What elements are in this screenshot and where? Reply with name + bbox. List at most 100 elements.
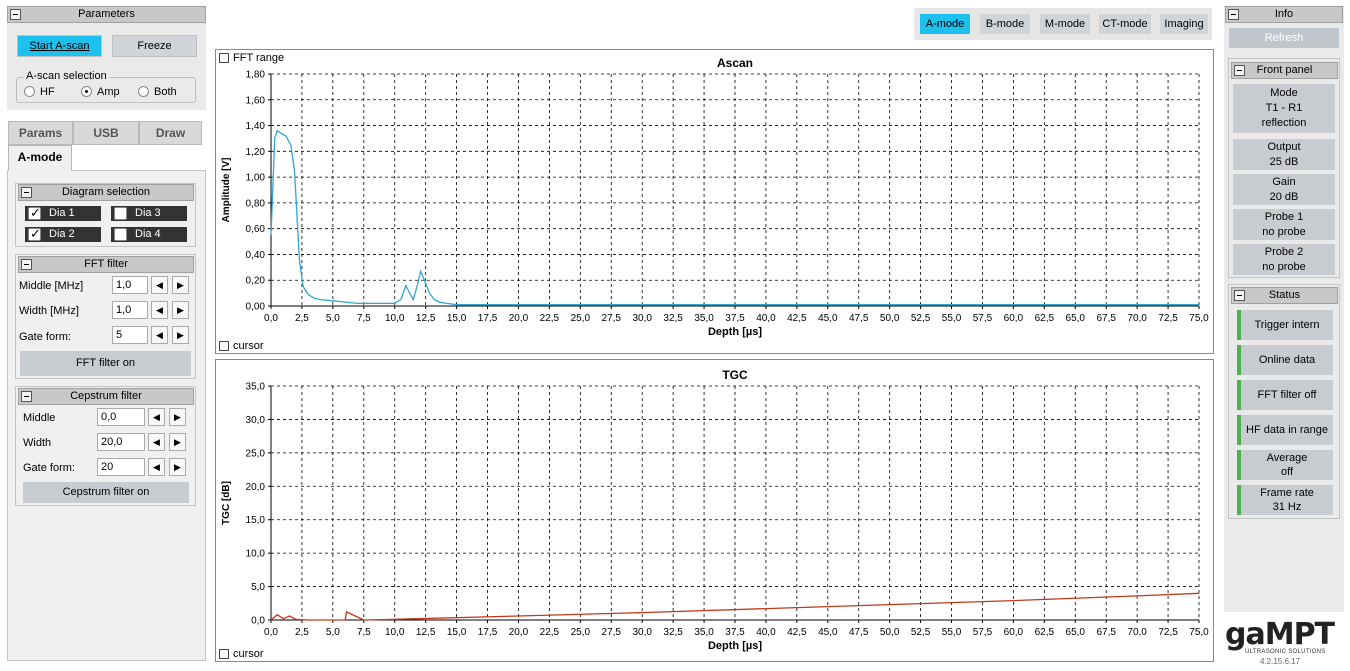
- collapse-icon[interactable]: [21, 187, 32, 198]
- fft-gate-label: Gate form:: [19, 331, 71, 343]
- radio-amp[interactable]: [81, 86, 92, 97]
- collapse-icon[interactable]: [1234, 290, 1245, 301]
- tab-draw[interactable]: Draw: [139, 121, 202, 145]
- cep-middle-label: Middle: [23, 412, 56, 424]
- dia-4-toggle[interactable]: Dia 4: [111, 227, 187, 242]
- decrement-arrow-icon[interactable]: ◀: [151, 301, 168, 319]
- collapse-icon[interactable]: [1228, 9, 1239, 20]
- increment-arrow-icon[interactable]: ▶: [172, 301, 189, 319]
- fft-width-input[interactable]: 1,0: [112, 301, 148, 319]
- ascan-xtick-label: 27,5: [602, 313, 622, 324]
- tgc-xtick-label: 10,0: [385, 627, 405, 638]
- fft-gate-input[interactable]: 5: [112, 326, 148, 344]
- ascan-ytick-label: 0,80: [246, 198, 266, 209]
- fft-middle-input[interactable]: 1,0: [112, 276, 148, 294]
- checkbox-icon: [28, 205, 41, 220]
- cepstrum-filter-header[interactable]: Cepstrum filter: [18, 388, 194, 405]
- decrement-arrow-icon[interactable]: ◀: [148, 408, 165, 426]
- logo-text: gaMPT: [1225, 617, 1335, 652]
- fft-filter-button[interactable]: FFT filter on: [20, 351, 191, 376]
- tgc-xtick-label: 22,5: [540, 627, 560, 638]
- freeze-button[interactable]: Freeze: [112, 35, 197, 57]
- dia-1-toggle[interactable]: Dia 1: [25, 205, 101, 221]
- increment-arrow-icon[interactable]: ▶: [169, 408, 186, 426]
- tab-usb[interactable]: USB: [73, 121, 139, 145]
- cep-gate-input[interactable]: 20: [97, 458, 145, 476]
- collapse-icon[interactable]: [10, 9, 21, 20]
- mode-imaging-button[interactable]: Imaging: [1160, 14, 1208, 34]
- tgc-xtick-label: 67,5: [1096, 627, 1116, 638]
- dia-2-toggle[interactable]: Dia 2: [25, 226, 101, 242]
- ascan-series-line: [270, 129, 1199, 306]
- ascan-ytick-label: 1,20: [246, 147, 266, 158]
- dia-3-toggle[interactable]: Dia 3: [111, 206, 187, 221]
- ascan-xtick-label: 32,5: [663, 313, 683, 324]
- ascan-cursor-checkbox[interactable]: [219, 341, 229, 351]
- tgc-xtick-label: 15,0: [447, 627, 467, 638]
- tgc-xtick-label: 57,5: [973, 627, 993, 638]
- gain-info: Gain 20 dB: [1233, 174, 1335, 205]
- status-online: Online data: [1237, 345, 1333, 375]
- status-frame-rate: Frame rate 31 Hz: [1237, 485, 1333, 515]
- ascan-ytick-label: 0,00: [246, 302, 266, 313]
- ascan-xtick-label: 57,5: [973, 313, 993, 324]
- tab-amode[interactable]: A-mode: [8, 145, 72, 171]
- radio-both[interactable]: [138, 86, 149, 97]
- mode-b-button[interactable]: B-mode: [980, 14, 1030, 34]
- increment-arrow-icon[interactable]: ▶: [169, 458, 186, 476]
- decrement-arrow-icon[interactable]: ◀: [148, 458, 165, 476]
- tab-params[interactable]: Params: [8, 121, 73, 145]
- decrement-arrow-icon[interactable]: ◀: [151, 326, 168, 344]
- cepstrum-filter-button[interactable]: Cepstrum filter on: [23, 482, 189, 503]
- tgc-plot-frame: [215, 359, 1214, 662]
- fft-filter-header[interactable]: FFT filter: [18, 256, 194, 273]
- ascan-xtick-label: 25,0: [571, 313, 591, 324]
- checkbox-icon: [28, 226, 41, 241]
- increment-arrow-icon[interactable]: ▶: [172, 276, 189, 294]
- tgc-ytick-label: 5,0: [251, 582, 265, 593]
- ascan-cursor-label: cursor: [233, 340, 264, 352]
- increment-arrow-icon[interactable]: ▶: [169, 433, 186, 451]
- tgc-cursor-label: cursor: [233, 648, 264, 660]
- radio-hf[interactable]: [24, 86, 35, 97]
- version-label: 4.2.15.6.17: [1260, 657, 1301, 666]
- start-ascan-button[interactable]: Start A-scan: [17, 35, 102, 57]
- cep-width-input[interactable]: 20,0: [97, 433, 145, 451]
- refresh-button[interactable]: Refresh: [1229, 28, 1339, 48]
- ascan-chart[interactable]: Ascan 0,0 2,5 5,0 7,5 10,0 12,5 15,0 17,5 20,0 22,…: [216, 50, 1213, 353]
- tgc-xtick-label: 70,0: [1127, 627, 1147, 638]
- decrement-arrow-icon[interactable]: ◀: [148, 433, 165, 451]
- tgc-xtick-label: 0,0: [264, 627, 278, 638]
- radio-hf-label: HF: [40, 86, 55, 98]
- tgc-xtick-label: 7,5: [357, 627, 371, 638]
- decrement-arrow-icon[interactable]: ◀: [151, 276, 168, 294]
- ascan-ytick-label: 1,60: [246, 95, 266, 106]
- increment-arrow-icon[interactable]: ▶: [172, 326, 189, 344]
- logo-subtitle: ULTRASONIC SOLUTIONS: [1245, 649, 1326, 655]
- tgc-ytick-label: 10,0: [246, 549, 266, 560]
- diagram-selection-panel: [15, 183, 196, 247]
- mode-ct-button[interactable]: CT-mode: [1099, 14, 1151, 34]
- collapse-icon[interactable]: [21, 391, 32, 402]
- tgc-ylabel: TGC [dB]: [221, 481, 232, 525]
- parameters-header[interactable]: Parameters: [7, 6, 206, 23]
- cep-gate-label: Gate form:: [23, 462, 75, 474]
- cep-middle-input[interactable]: 0,0: [97, 408, 145, 426]
- mode-a-button[interactable]: A-mode: [920, 14, 970, 34]
- status-fft: FFT filter off: [1237, 380, 1333, 410]
- info-header[interactable]: Info: [1225, 6, 1343, 23]
- tgc-xtick-label: 25,0: [571, 627, 591, 638]
- tgc-xtick-label: 72,5: [1158, 627, 1178, 638]
- front-panel-header[interactable]: Front panel: [1231, 62, 1338, 79]
- status-header[interactable]: Status: [1231, 287, 1338, 304]
- diagram-selection-header[interactable]: Diagram selection: [18, 184, 194, 201]
- mode-m-button[interactable]: M-mode: [1040, 14, 1090, 34]
- tgc-xtick-label: 35,0: [694, 627, 714, 638]
- fft-width-label: Width [MHz]: [19, 305, 79, 317]
- tgc-xtick-label: 75,0: [1189, 627, 1209, 638]
- collapse-icon[interactable]: [21, 259, 32, 270]
- collapse-icon[interactable]: [1234, 65, 1245, 76]
- fft-range-checkbox[interactable]: [219, 53, 229, 63]
- tgc-chart[interactable]: TGC 0,0 2,5 5,0 7,5 10,0 12,5 15,0 17,5 20,0 22,5 2…: [216, 360, 1213, 661]
- tgc-cursor-checkbox[interactable]: [219, 649, 229, 659]
